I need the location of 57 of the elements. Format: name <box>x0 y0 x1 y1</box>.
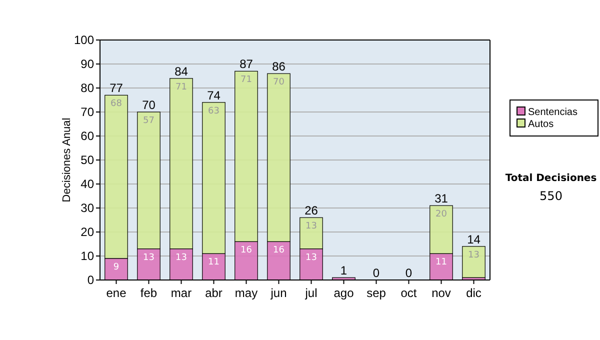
data-label: 20 <box>436 210 448 220</box>
x-tick-label: ene <box>106 286 127 300</box>
total-label: 0 <box>372 266 380 280</box>
total-label: 74 <box>207 88 221 102</box>
x-tick-label: feb <box>140 286 158 300</box>
y-tick-label: 80 <box>80 81 94 95</box>
y-tick-label: 0 <box>87 273 94 287</box>
x-tick-label: dic <box>466 286 482 300</box>
x-tick-label: jul <box>304 286 318 300</box>
data-label: 63 <box>208 106 220 116</box>
data-label: 9 <box>113 262 120 272</box>
data-label: 13 <box>176 252 187 263</box>
total-label: 1 <box>340 264 348 278</box>
data-label: 11 <box>208 258 220 268</box>
data-label: 13 <box>306 252 317 263</box>
total-label: 70 <box>142 98 156 112</box>
y-tick-label: 90 <box>80 57 94 71</box>
legend-label: Autos <box>528 119 554 130</box>
total-label: 0 <box>405 266 412 280</box>
text: 550 <box>540 189 562 203</box>
data-label: 71 <box>240 75 252 86</box>
y-tick-label: 100 <box>74 33 94 47</box>
y-tick-label: 70 <box>80 105 94 119</box>
data-label: 13 <box>468 250 480 260</box>
x-tick-label: jun <box>270 286 287 300</box>
text: Total Decisiones <box>505 173 597 184</box>
data-label: 71 <box>176 82 187 92</box>
data-label: 70 <box>273 78 285 88</box>
total-label: 86 <box>272 60 286 74</box>
x-tick-label: mar <box>170 286 192 300</box>
y-tick-label: 40 <box>80 177 94 191</box>
x-tick-label: sep <box>366 286 386 300</box>
legend-label: Sentencias <box>528 107 578 118</box>
x-tick-label: ago <box>334 286 354 300</box>
y-tick-label: 30 <box>80 201 94 215</box>
y-tick-label: 50 <box>80 153 94 167</box>
x-tick-label: abr <box>205 286 222 300</box>
data-label: 13 <box>143 252 154 263</box>
data-label: 16 <box>273 246 285 256</box>
total-label: 87 <box>240 57 254 72</box>
data-label: 11 <box>436 258 447 268</box>
x-tick-label: oct <box>400 286 418 300</box>
data-label: 16 <box>240 246 252 256</box>
data-label: 68 <box>110 99 122 110</box>
x-tick-label: nov <box>432 286 451 300</box>
x-tick-label: may <box>234 286 258 300</box>
total-label: 77 <box>110 81 124 96</box>
total-label: 26 <box>304 204 318 218</box>
data-label: 13 <box>306 222 317 232</box>
y-tick-label: 20 <box>80 225 94 239</box>
total-label: 14 <box>467 232 481 246</box>
total-label: 31 <box>434 192 448 206</box>
y-tick-label: 10 <box>80 249 94 263</box>
y-tick-label: 60 <box>80 129 94 143</box>
y-axis-title: Decisiones Anual <box>61 118 73 202</box>
total-label: 84 <box>174 64 188 78</box>
data-label: 57 <box>143 116 154 126</box>
